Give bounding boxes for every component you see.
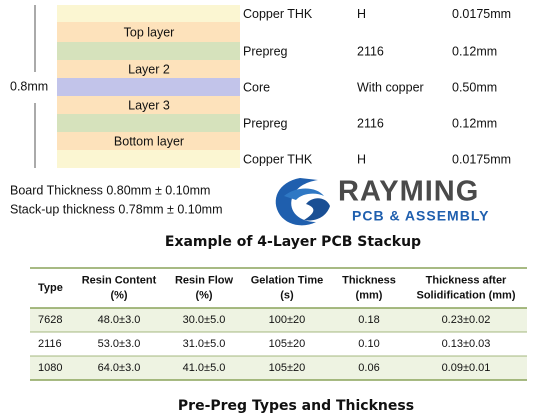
cell: 2116 [38, 338, 62, 350]
cell: 105±20 [269, 338, 306, 350]
cell: 105±20 [269, 362, 306, 374]
header-cell: (s) [280, 289, 294, 301]
table: Type Resin Content (%) Resin Flow (%) Gelatio… [30, 267, 527, 381]
cell: 53.0±3.0 [98, 338, 141, 350]
caption: Example of 4-Layer PCB Stackup [165, 234, 421, 250]
cell: 64.0±3.0 [98, 362, 141, 374]
layer-thickness: 0.0175mm [452, 152, 511, 166]
layer-band [57, 22, 240, 42]
layer-name: Layer 3 [128, 98, 170, 112]
caption: Pre-Preg Types and Thickness [178, 398, 414, 414]
cell: 0.23±0.02 [442, 314, 491, 326]
layer-band [57, 78, 240, 96]
layer-spec: With copper [357, 80, 424, 94]
header-cell: (%) [195, 289, 212, 301]
note: Board Thickness 0.80mm ± 0.10mm [10, 183, 210, 197]
cell: 48.0±3.0 [98, 314, 141, 326]
logo: RAYMING PCB & ASSEMBLY [275, 176, 489, 226]
cell: 0.18 [358, 314, 379, 326]
note: Stack-up thickness 0.78mm ± 0.10mm [10, 202, 223, 216]
layer-thickness: 0.0175mm [452, 7, 511, 21]
cell: 0.06 [358, 362, 379, 374]
layer-thickness: 0.12mm [452, 116, 497, 130]
row-bg [30, 356, 527, 380]
layer-material: Copper THK [243, 152, 313, 166]
layer-spec: H [357, 152, 366, 166]
layer-band [57, 5, 240, 22]
header-cell: Type [38, 282, 63, 294]
cell: 41.0±5.0 [183, 362, 226, 374]
layer-thickness: 0.50mm [452, 80, 497, 94]
header-cell: Gelation Time [251, 274, 324, 286]
header-cell: Thickness [342, 274, 396, 286]
cell: 7628 [38, 314, 62, 326]
layer-band [57, 96, 240, 114]
header-cell: Thickness after [426, 274, 507, 286]
layer-spec: H [357, 7, 366, 21]
header-cell: (%) [110, 289, 127, 301]
layer-name: Top layer [124, 25, 175, 39]
total-thickness: 0.8mm [10, 79, 48, 93]
logo-tagline: PCB & ASSEMBLY [352, 208, 489, 224]
layer-name: Layer 2 [128, 62, 170, 76]
header-cell: (mm) [356, 289, 383, 301]
layer-material: Copper THK [243, 7, 313, 21]
layer-name: Bottom layer [114, 134, 184, 148]
cell: 1080 [38, 362, 62, 374]
layer-band [57, 42, 240, 60]
cell: 0.09±0.01 [442, 362, 491, 374]
cell: 100±20 [269, 314, 306, 326]
layer-band [57, 132, 240, 150]
layer-spec: 2116 [357, 116, 384, 130]
cell: 0.13±0.03 [442, 338, 491, 350]
layer-band [57, 150, 240, 168]
header-cell: Resin Flow [175, 274, 234, 286]
layer-thickness: 0.12mm [452, 44, 497, 58]
layer-band [57, 60, 240, 78]
layer-material: Prepreg [243, 44, 288, 58]
cell: 31.0±5.0 [183, 338, 226, 350]
layer-spec: 2116 [357, 44, 384, 58]
cell: 30.0±5.0 [183, 314, 226, 326]
row-bg [30, 308, 527, 332]
logo-name: RAYMING [338, 176, 479, 208]
layer-band [57, 114, 240, 132]
layer-material: Core [243, 80, 270, 94]
header-cell: Resin Content [82, 274, 157, 286]
cell: 0.10 [358, 338, 379, 350]
header-cell: Solidification (mm) [417, 289, 516, 301]
layer-material: Prepreg [243, 116, 288, 130]
